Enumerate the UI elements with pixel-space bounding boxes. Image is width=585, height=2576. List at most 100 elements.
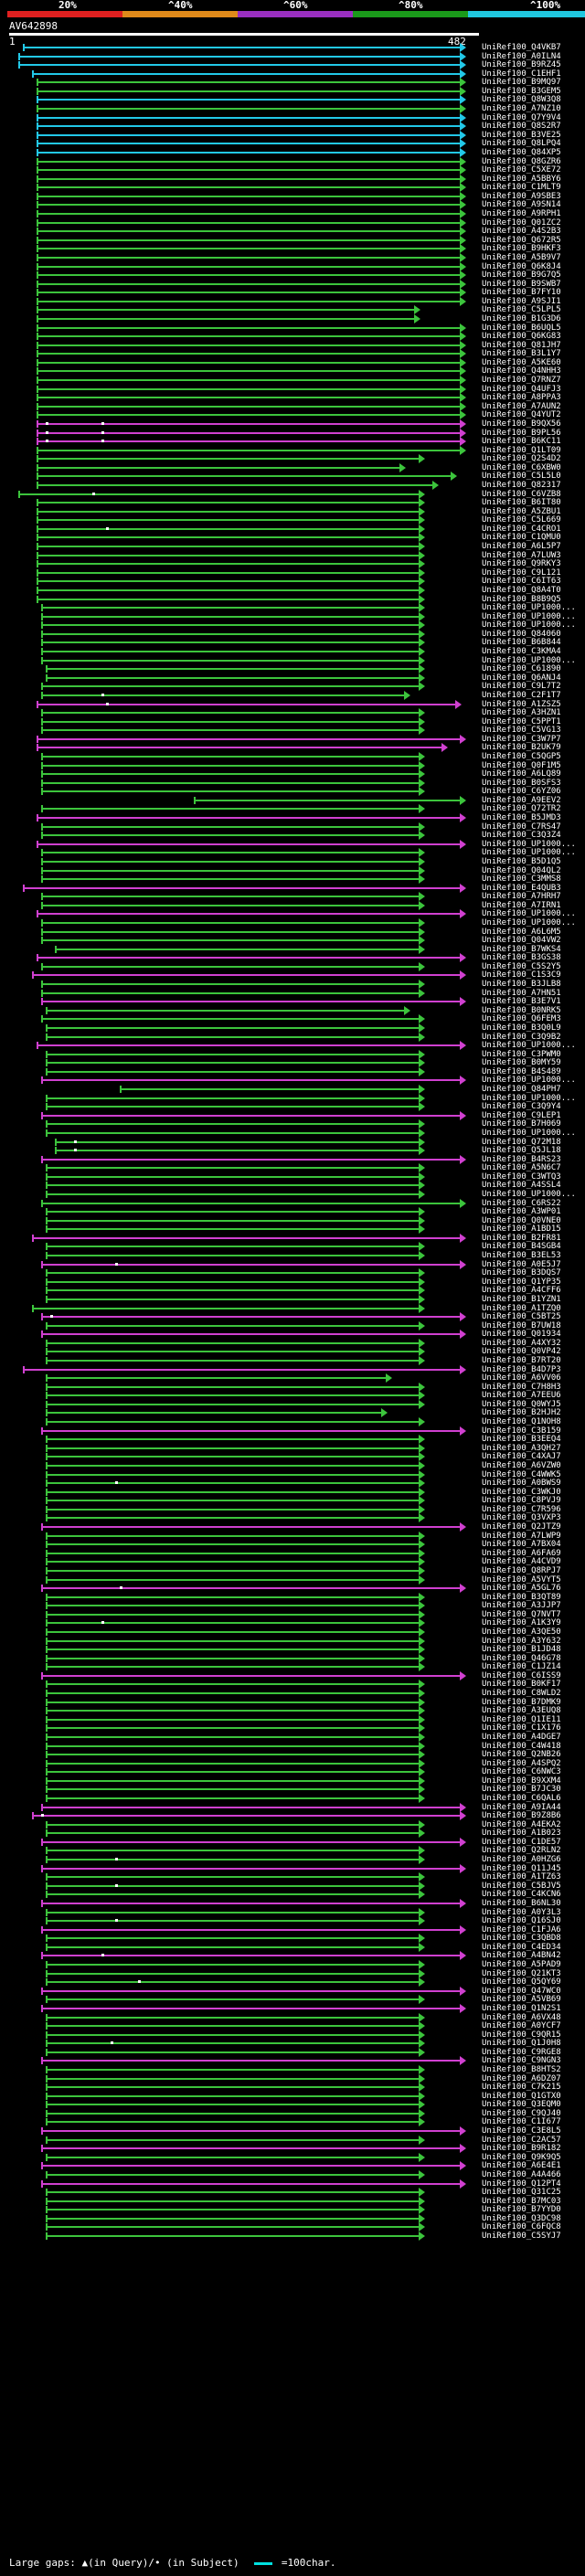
hit-label[interactable]: UniRef100_C5BJV5 bbox=[482, 1882, 561, 1891]
hit-label[interactable]: UniRef100_B4RS23 bbox=[482, 1155, 561, 1164]
hit-row[interactable] bbox=[0, 1242, 480, 1251]
hit-label[interactable]: UniRef100_A9SJI1 bbox=[482, 297, 561, 306]
hit-row[interactable] bbox=[0, 620, 480, 630]
hit-row[interactable] bbox=[0, 1969, 480, 1978]
hit-label[interactable]: UniRef100_Q5QY69 bbox=[482, 1977, 561, 1987]
hit-label[interactable]: UniRef100_Q9RKY3 bbox=[482, 559, 561, 568]
hit-row[interactable] bbox=[0, 1190, 480, 1199]
hit-row[interactable] bbox=[0, 2144, 480, 2153]
hit-row[interactable] bbox=[0, 673, 480, 683]
hit-row[interactable] bbox=[0, 1715, 480, 1724]
hit-row[interactable] bbox=[0, 700, 480, 709]
hit-row[interactable] bbox=[0, 1041, 480, 1050]
hit-label[interactable]: UniRef100_Q1YP35 bbox=[482, 1277, 561, 1287]
hit-label[interactable]: UniRef100_C1S3C9 bbox=[482, 970, 561, 980]
hit-row[interactable] bbox=[0, 1286, 480, 1295]
hit-label[interactable]: UniRef100_UP1000... bbox=[482, 1190, 576, 1199]
hit-row[interactable] bbox=[0, 2048, 480, 2057]
hit-row[interactable] bbox=[0, 1391, 480, 1400]
hit-row[interactable] bbox=[0, 1435, 480, 1444]
hit-label[interactable]: UniRef100_C6XBW0 bbox=[482, 463, 561, 472]
hit-row[interactable] bbox=[0, 1995, 480, 2004]
hit-row[interactable] bbox=[0, 1549, 480, 1558]
hit-label[interactable]: UniRef100_Q6FEM3 bbox=[482, 1014, 561, 1023]
hit-row[interactable] bbox=[0, 848, 480, 857]
hit-row[interactable] bbox=[0, 2126, 480, 2136]
hit-label[interactable]: UniRef100_C3QBD8 bbox=[482, 1934, 561, 1943]
hit-label[interactable]: UniRef100_Q84XP5 bbox=[482, 148, 561, 157]
hit-label[interactable]: UniRef100_C6ISS9 bbox=[482, 1671, 561, 1680]
hit-label[interactable]: UniRef100_Q672R5 bbox=[482, 236, 561, 245]
hit-row[interactable] bbox=[0, 1268, 480, 1277]
hit-label[interactable]: UniRef100_UP1000... bbox=[482, 620, 576, 630]
hit-label[interactable]: UniRef100_C9LEP1 bbox=[482, 1111, 561, 1120]
hit-label[interactable]: UniRef100_Q8A4T0 bbox=[482, 586, 561, 595]
hit-row[interactable] bbox=[0, 165, 480, 175]
hit-row[interactable] bbox=[0, 1330, 480, 1339]
hit-row[interactable] bbox=[0, 1759, 480, 1768]
hit-row[interactable] bbox=[0, 1373, 480, 1383]
hit-label[interactable]: UniRef100_A6E4E1 bbox=[482, 2161, 561, 2170]
hit-row[interactable] bbox=[0, 918, 480, 928]
hit-row[interactable] bbox=[0, 104, 480, 113]
hit-row[interactable] bbox=[0, 1829, 480, 1838]
hit-label[interactable]: UniRef100_A4CVD9 bbox=[482, 1557, 561, 1566]
hit-label[interactable]: UniRef100_C1I677 bbox=[482, 2117, 561, 2126]
hit-label[interactable]: UniRef100_A6L6M5 bbox=[482, 928, 561, 937]
hit-row[interactable] bbox=[0, 1383, 480, 1392]
hit-row[interactable] bbox=[0, 2231, 480, 2241]
hit-row[interactable] bbox=[0, 1138, 480, 1147]
hit-row[interactable] bbox=[0, 2170, 480, 2179]
hit-row[interactable] bbox=[0, 2188, 480, 2197]
hit-label[interactable]: UniRef100_C4CRO1 bbox=[482, 525, 561, 534]
hit-label[interactable]: UniRef100_B9R182 bbox=[482, 2144, 561, 2153]
hit-row[interactable] bbox=[0, 1006, 480, 1015]
hit-row[interactable] bbox=[0, 1733, 480, 1742]
hit-row[interactable] bbox=[0, 1899, 480, 1908]
hit-row[interactable] bbox=[0, 1505, 480, 1514]
hit-row[interactable] bbox=[0, 1723, 480, 1733]
hit-label[interactable]: UniRef100_B4S489 bbox=[482, 1067, 561, 1076]
hit-label[interactable]: UniRef100_Q6KG83 bbox=[482, 332, 561, 341]
hit-label[interactable]: UniRef100_B3DQS7 bbox=[482, 1268, 561, 1277]
hit-row[interactable] bbox=[0, 2083, 480, 2092]
hit-label[interactable]: UniRef100_Q3DC98 bbox=[482, 2214, 561, 2223]
hit-label[interactable]: UniRef100_Q3VXP3 bbox=[482, 1513, 561, 1522]
hit-row[interactable] bbox=[0, 708, 480, 717]
hit-label[interactable]: UniRef100_Q12PT4 bbox=[482, 2179, 561, 2189]
hit-label[interactable]: UniRef100_A6FA69 bbox=[482, 1549, 561, 1558]
hit-label[interactable]: UniRef100_Q8RPJ7 bbox=[482, 1566, 561, 1575]
hit-label[interactable]: UniRef100_C3KMA4 bbox=[482, 647, 561, 656]
hit-label[interactable]: UniRef100_UP1000... bbox=[482, 603, 576, 612]
hit-label[interactable]: UniRef100_Q01ZC2 bbox=[482, 218, 561, 228]
hit-row[interactable] bbox=[0, 1488, 480, 1497]
hit-label[interactable]: UniRef100_Q4VKB7 bbox=[482, 43, 561, 52]
hit-label[interactable]: UniRef100_A4S2B3 bbox=[482, 227, 561, 236]
hit-row[interactable] bbox=[0, 647, 480, 656]
hit-label[interactable]: UniRef100_C9QR15 bbox=[482, 2030, 561, 2040]
hit-row[interactable] bbox=[0, 314, 480, 323]
hit-row[interactable] bbox=[0, 1960, 480, 1969]
hit-row[interactable] bbox=[0, 1776, 480, 1786]
hit-row[interactable] bbox=[0, 1199, 480, 1208]
hit-row[interactable] bbox=[0, 490, 480, 499]
hit-label[interactable]: UniRef100_B9G7Q5 bbox=[482, 270, 561, 280]
hit-label[interactable]: UniRef100_A6L5P7 bbox=[482, 542, 561, 551]
hit-label[interactable]: UniRef100_B7UW18 bbox=[482, 1321, 561, 1330]
hit-row[interactable] bbox=[0, 1085, 480, 1094]
hit-row[interactable] bbox=[0, 612, 480, 621]
hit-row[interactable] bbox=[0, 1934, 480, 1943]
hit-row[interactable] bbox=[0, 69, 480, 79]
hit-label[interactable]: UniRef100_C5L669 bbox=[482, 515, 561, 525]
hit-row[interactable] bbox=[0, 1811, 480, 1820]
hit-row[interactable] bbox=[0, 437, 480, 446]
hit-row[interactable] bbox=[0, 1181, 480, 1190]
hit-row[interactable] bbox=[0, 481, 480, 490]
hit-label[interactable]: UniRef100_Q0WYJ5 bbox=[482, 1400, 561, 1409]
hit-row[interactable] bbox=[0, 175, 480, 184]
hit-label[interactable]: UniRef100_B6KC11 bbox=[482, 437, 561, 446]
hit-row[interactable] bbox=[0, 148, 480, 157]
hit-label[interactable]: UniRef100_UP1000... bbox=[482, 918, 576, 928]
hit-row[interactable] bbox=[0, 1540, 480, 1549]
hit-label[interactable]: UniRef100_B2FR81 bbox=[482, 1234, 561, 1243]
